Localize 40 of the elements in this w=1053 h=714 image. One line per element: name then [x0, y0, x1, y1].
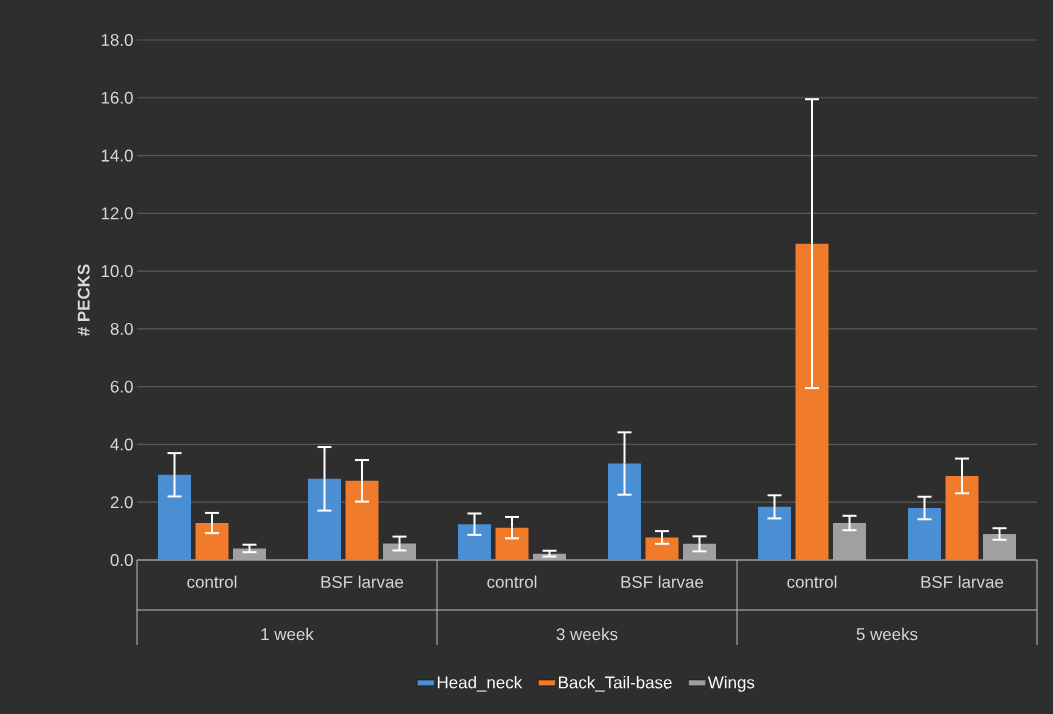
- bar: [645, 537, 679, 560]
- bar: [908, 508, 942, 560]
- bar: [383, 543, 416, 560]
- y-tick-label: 4.0: [110, 438, 133, 451]
- y-axis-title: # PECKS: [77, 264, 90, 336]
- y-tick-label: 18.0: [101, 34, 133, 46]
- x-tick-label: control: [487, 575, 537, 588]
- legend-label: Wings: [707, 675, 755, 692]
- bar: [833, 523, 866, 560]
- bar: [495, 527, 529, 560]
- bar: [233, 548, 266, 560]
- bar: [608, 463, 641, 560]
- bar: [195, 523, 229, 560]
- bar: [758, 506, 791, 560]
- y-tick-label: 16.0: [101, 91, 133, 104]
- legend-label: Back_Tail-base: [558, 675, 672, 692]
- text: 5 weeks: [856, 627, 918, 641]
- x-tick-label: BSF larvae: [921, 575, 1004, 588]
- bar: [795, 243, 829, 560]
- bar: [458, 524, 491, 560]
- y-tick-label: 2.0: [110, 496, 133, 509]
- x-tick-label: control: [187, 575, 237, 588]
- text: 1 week: [261, 627, 314, 641]
- y-tick-label: 8.0: [110, 322, 133, 335]
- bar: [308, 478, 341, 560]
- y-tick-label: 14.0: [101, 149, 133, 162]
- text: 3 weeks: [556, 627, 618, 641]
- x-tick-label: BSF larvae: [321, 575, 404, 588]
- bar: [683, 543, 716, 560]
- bar: [945, 475, 979, 560]
- x-tick-label: BSF larvae: [621, 575, 704, 588]
- bar: [983, 534, 1017, 560]
- y-tick-label: 12.0: [101, 207, 133, 220]
- y-tick-label: 6.0: [110, 380, 133, 393]
- legend-label: Head_neck: [437, 675, 523, 692]
- y-tick-label: 10.0: [101, 265, 133, 278]
- y-tick-label: 0.0: [110, 554, 133, 566]
- bar: [345, 480, 379, 560]
- bar: [158, 474, 191, 560]
- x-tick-label: control: [787, 575, 837, 588]
